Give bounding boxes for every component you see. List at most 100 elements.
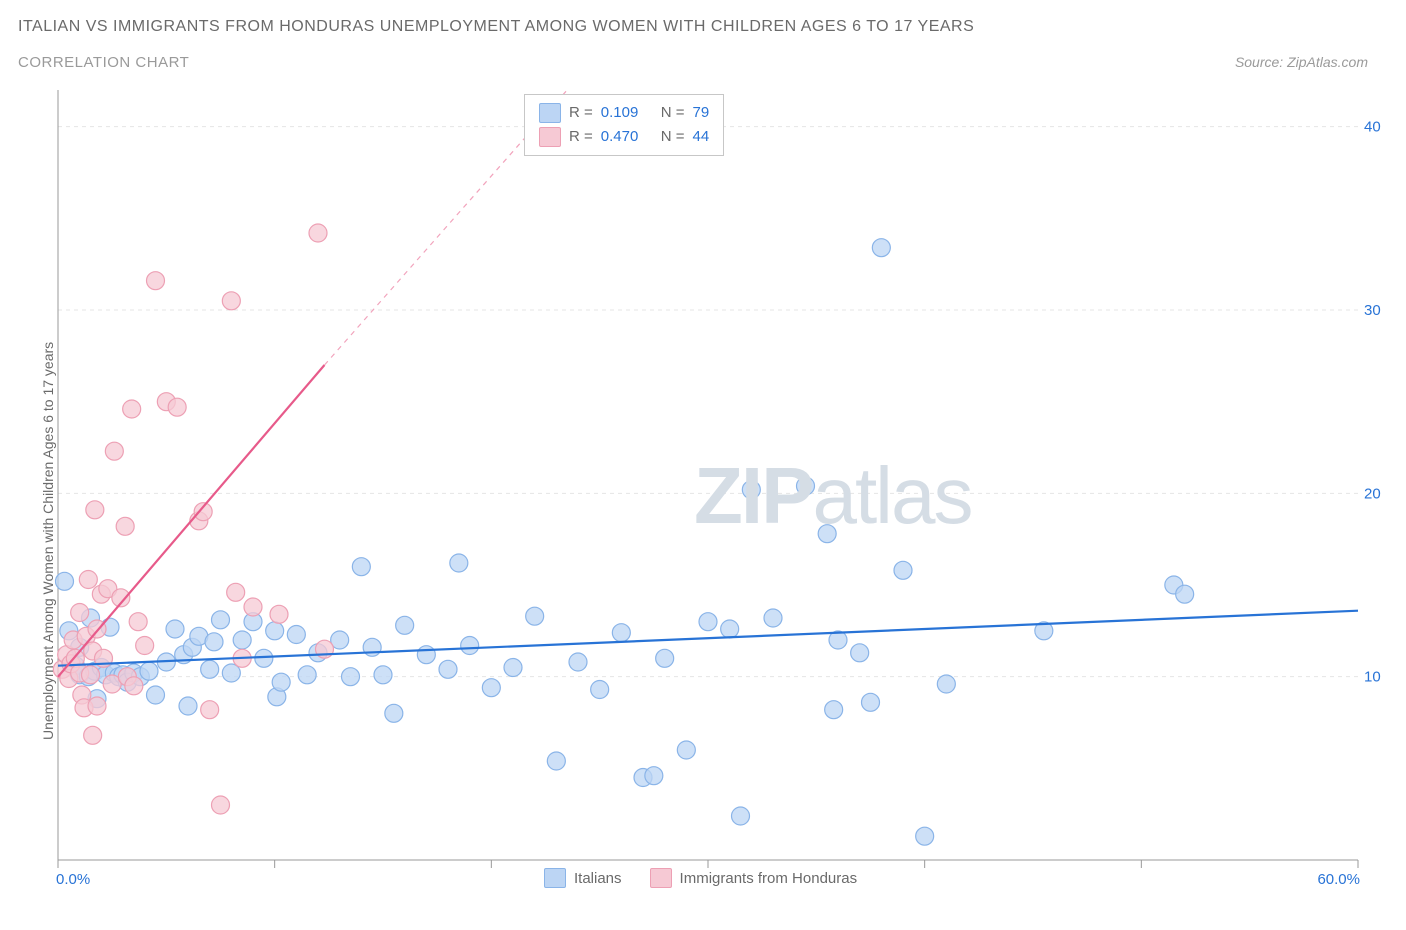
data-point [166, 620, 184, 638]
data-point [71, 604, 89, 622]
data-point [461, 637, 479, 655]
data-point [937, 675, 955, 693]
stat-r-value: 0.470 [601, 125, 653, 149]
data-point [205, 633, 223, 651]
data-point [105, 442, 123, 460]
stat-n-label: N = [661, 125, 685, 149]
plot-area: Unemployment Among Women with Children A… [44, 90, 1382, 890]
legend-bottom: Italians Immigrants from Honduras [544, 868, 857, 888]
data-point [129, 613, 147, 631]
y-tick-label: 40.0% [1364, 119, 1382, 136]
data-point [818, 525, 836, 543]
x-min-label: 0.0% [56, 871, 90, 888]
legend-swatch [544, 868, 566, 888]
data-point [244, 598, 262, 616]
data-point [147, 272, 165, 290]
stat-row: R = 0.470 N = 44 [539, 125, 709, 149]
stat-n-label: N = [661, 101, 685, 125]
data-point [168, 398, 186, 416]
data-point [677, 741, 695, 759]
data-point [385, 704, 403, 722]
chart-title-sub: CORRELATION CHART [18, 54, 189, 71]
data-point [82, 666, 100, 684]
data-point [266, 622, 284, 640]
data-point [116, 517, 134, 535]
data-point [591, 681, 609, 699]
data-point [270, 605, 288, 623]
data-point [374, 666, 392, 684]
data-point [732, 807, 750, 825]
data-point [179, 697, 197, 715]
data-point [123, 400, 141, 418]
data-point [862, 693, 880, 711]
y-tick-label: 10.0% [1364, 669, 1382, 686]
stat-r-label: R = [569, 101, 593, 125]
y-tick-label: 30.0% [1364, 302, 1382, 319]
data-point [825, 701, 843, 719]
data-point [227, 583, 245, 601]
chart-container: ITALIAN VS IMMIGRANTS FROM HONDURAS UNEM… [0, 0, 1406, 930]
legend-item: Italians [544, 868, 622, 888]
y-tick-label: 20.0% [1364, 485, 1382, 502]
y-axis-label: Unemployment Among Women with Children A… [40, 342, 56, 740]
source-label: Source: ZipAtlas.com [1235, 54, 1368, 70]
data-point [233, 631, 251, 649]
data-point [894, 561, 912, 579]
data-point [255, 649, 273, 667]
legend-label: Immigrants from Honduras [680, 870, 858, 887]
data-point [547, 752, 565, 770]
stat-r-label: R = [569, 125, 593, 149]
data-point [222, 292, 240, 310]
data-point [396, 616, 414, 634]
trend-line [58, 365, 325, 677]
data-point [147, 686, 165, 704]
data-point [645, 767, 663, 785]
chart-title-main: ITALIAN VS IMMIGRANTS FROM HONDURAS UNEM… [18, 18, 974, 36]
data-point [125, 677, 143, 695]
data-point [851, 644, 869, 662]
data-point [136, 637, 154, 655]
data-point [84, 726, 102, 744]
data-point [656, 649, 674, 667]
stat-n-value: 79 [693, 101, 710, 125]
data-point [140, 662, 158, 680]
data-point [201, 660, 219, 678]
stat-n-value: 44 [693, 125, 710, 149]
stat-swatch [539, 127, 561, 147]
data-point [916, 827, 934, 845]
scatter-chart-svg: 10.0% 20.0% 30.0% 40.0% 0.0% 60.0% [44, 90, 1382, 890]
data-point [298, 666, 316, 684]
data-point [88, 697, 106, 715]
data-point [699, 613, 717, 631]
data-point [201, 701, 219, 719]
data-point [439, 660, 457, 678]
legend-label: Italians [574, 870, 622, 887]
data-point [1176, 585, 1194, 603]
data-point [872, 239, 890, 257]
data-point [504, 659, 522, 677]
data-point [86, 501, 104, 519]
data-point [79, 571, 97, 589]
stat-r-value: 0.109 [601, 101, 653, 125]
data-point [212, 611, 230, 629]
data-point [797, 477, 815, 495]
data-point [309, 224, 327, 242]
data-point [612, 624, 630, 642]
data-point [212, 796, 230, 814]
stats-box: R = 0.109 N = 79 R = 0.470 N = 44 [524, 94, 724, 156]
data-point [450, 554, 468, 572]
data-point [742, 481, 760, 499]
legend-swatch [650, 868, 672, 888]
data-point [764, 609, 782, 627]
data-point [482, 679, 500, 697]
data-point [526, 607, 544, 625]
data-point [352, 558, 370, 576]
data-point [342, 668, 360, 686]
stat-row: R = 0.109 N = 79 [539, 101, 709, 125]
x-max-label: 60.0% [1317, 871, 1360, 888]
stat-swatch [539, 103, 561, 123]
data-point [287, 626, 305, 644]
data-point [417, 646, 435, 664]
data-point [272, 673, 290, 691]
data-point [721, 620, 739, 638]
